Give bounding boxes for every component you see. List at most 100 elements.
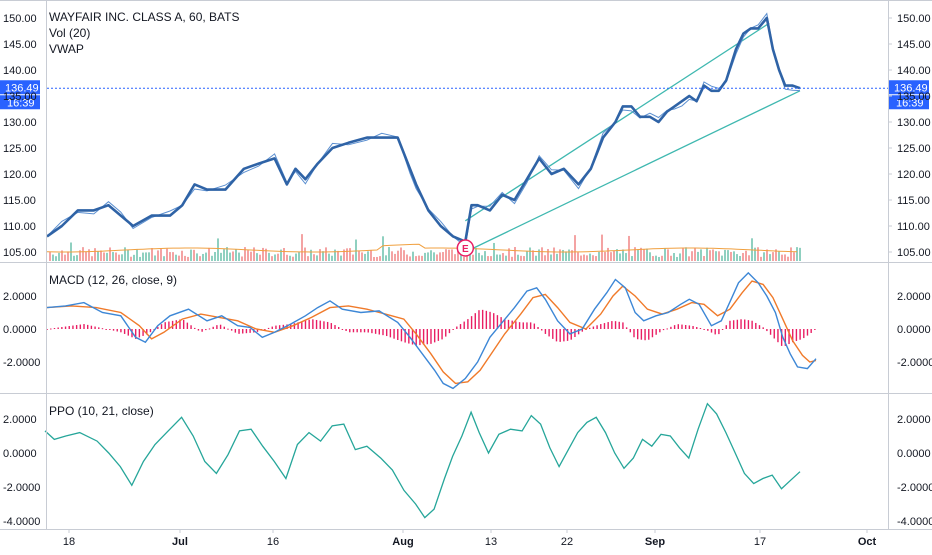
- macd-histogram-bar: [725, 325, 727, 329]
- volume-bar: [277, 253, 279, 261]
- macd-pane[interactable]: [46, 271, 817, 390]
- macd-histogram-bar: [186, 322, 189, 329]
- macd-histogram-bar: [216, 325, 218, 329]
- ppo-tick-label-right: -2.0000: [897, 482, 932, 494]
- macd-tick-label-right: -2.0000: [897, 357, 932, 369]
- volume-bar: [787, 256, 789, 261]
- volume-bar: [709, 250, 711, 261]
- volume-bar: [520, 255, 522, 261]
- macd-histogram-bar: [371, 329, 373, 334]
- macd-histogram-bar: [570, 329, 572, 340]
- volume-bar: [472, 254, 474, 261]
- volume-bar: [583, 254, 585, 261]
- macd-histogram-bar: [301, 321, 303, 329]
- volume-bar: [715, 251, 717, 261]
- volume-bar: [349, 248, 351, 261]
- x-tick-label: Jul: [172, 536, 188, 548]
- volume-bar: [457, 249, 459, 261]
- volume-bar: [730, 251, 732, 261]
- volume-bar: [511, 256, 513, 261]
- macd-histogram-bar: [238, 329, 240, 334]
- macd-histogram-bar: [319, 320, 321, 329]
- macd-tick-label-right: 0.0000: [897, 324, 931, 336]
- volume-bar: [565, 251, 567, 261]
- macd-histogram-bar: [208, 328, 211, 330]
- macd-histogram-bar: [463, 321, 465, 329]
- macd-histogram-bar: [614, 321, 617, 329]
- ppo-pane[interactable]: [44, 402, 801, 519]
- price-pane[interactable]: 136.49 16:39 136.49 16:39 E: [0, 12, 929, 257]
- volume-bar: [718, 251, 720, 261]
- price-line: [46, 16, 801, 243]
- price-tick-label-right: 135.00: [897, 91, 931, 103]
- macd-histogram-bar: [747, 320, 750, 329]
- volume-bar: [667, 249, 669, 261]
- price-tick-label-right: 130.00: [897, 117, 931, 129]
- macd-histogram-bar: [710, 329, 713, 333]
- volume-bar: [616, 249, 618, 261]
- volume-bar: [115, 252, 117, 261]
- volume-bar: [61, 250, 63, 261]
- macd-histogram-bar: [334, 325, 336, 329]
- macd-histogram-bar: [622, 322, 624, 329]
- macd-histogram-bar: [445, 329, 447, 337]
- x-tick-label: Sep: [645, 536, 665, 548]
- volume-bar: [799, 247, 801, 261]
- volume-bar: [784, 254, 786, 261]
- macd-histogram-bar: [50, 328, 52, 330]
- volume-bar: [757, 247, 759, 261]
- volume-bar: [712, 249, 714, 261]
- x-tick-label: 17: [754, 536, 766, 548]
- volume-bar: [337, 250, 339, 261]
- volume-bar: [436, 254, 438, 261]
- macd-histogram-bar: [552, 329, 554, 339]
- volume-bar: [328, 253, 330, 261]
- volume-bar: [541, 247, 543, 261]
- volume-bar: [55, 256, 57, 261]
- macd-histogram-bar: [197, 329, 200, 331]
- macd-histogram-bar: [504, 319, 506, 329]
- volume-bar: [241, 256, 243, 261]
- volume-bar: [130, 256, 132, 261]
- macd-histogram-bar: [164, 322, 166, 329]
- volume-bar: [550, 254, 552, 261]
- macd-histogram-bar: [522, 322, 524, 329]
- volume-bar: [562, 249, 564, 261]
- x-tick-label: 22: [561, 536, 573, 548]
- macd-histogram-bar: [271, 326, 273, 329]
- macd-histogram-bar: [474, 313, 476, 329]
- volume-bar: [193, 249, 195, 261]
- volume-bar: [505, 255, 507, 261]
- volume-bar: [646, 248, 648, 261]
- volume-bar: [292, 256, 294, 261]
- macd-histogram-bar: [53, 328, 56, 330]
- volume-bar: [202, 253, 204, 261]
- price-tick-label-left: 105.00: [3, 247, 37, 259]
- volume-bar: [790, 247, 792, 261]
- macd-histogram-bar: [744, 319, 746, 329]
- macd-histogram-bar: [441, 329, 443, 340]
- macd-histogram-bar: [496, 315, 499, 329]
- volume-bar: [427, 252, 429, 261]
- macd-histogram-bar: [437, 329, 440, 341]
- countdown-tag-right: [889, 95, 929, 110]
- volume-bar: [688, 256, 690, 261]
- volume-bar: [232, 251, 234, 261]
- price-tag-left: [0, 80, 40, 95]
- macd-histogram-bar: [526, 322, 528, 329]
- volume-bar: [745, 250, 747, 261]
- volume-bar: [259, 254, 261, 261]
- macd-histogram-bar: [352, 329, 355, 333]
- macd-histogram-bar: [452, 329, 454, 330]
- macd-histogram-bar: [245, 329, 248, 334]
- macd-histogram-bar: [766, 329, 768, 332]
- macd-histogram-bar: [297, 322, 299, 329]
- volume-bar: [85, 251, 87, 261]
- macd-histogram-bar: [529, 322, 532, 329]
- volume-bar: [490, 256, 492, 261]
- volume-bar: [94, 248, 96, 261]
- volume-bar: [148, 252, 150, 261]
- macd-histogram-bar: [596, 325, 598, 329]
